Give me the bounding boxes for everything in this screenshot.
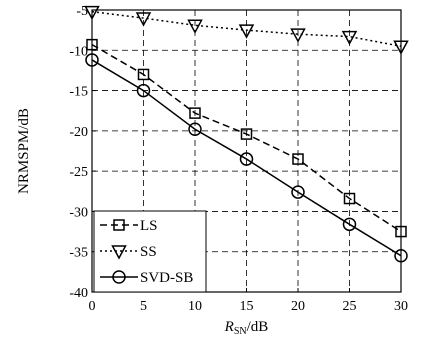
ticks: 0 5 10 15 20 25 30 -40 -35 -30 -25 -20 -15 -10 -5 [69, 4, 408, 314]
y-tick-label: -35 [69, 246, 88, 261]
x-tick-label: 15 [240, 299, 254, 314]
x-tick-label: 5 [140, 299, 147, 314]
data-point-svd-sb [291, 185, 305, 199]
legend-item: SS [100, 244, 157, 260]
data-point-ls [189, 107, 201, 119]
data-point-ls [137, 68, 150, 81]
y-tick-label: -40 [69, 286, 88, 301]
legend-label: SS [140, 244, 157, 260]
x-tick-label: 25 [343, 299, 357, 314]
series-line-svd-sb [91, 59, 402, 257]
data-point-ss [341, 30, 358, 46]
legend-marker [113, 219, 125, 231]
data-point-svd-sb [188, 122, 202, 136]
y-tick-label: -25 [69, 165, 88, 180]
x-tick-label: 20 [291, 299, 305, 314]
x-tick-label: 10 [188, 299, 202, 314]
legend-marker [111, 245, 127, 260]
legend-item: LS [100, 218, 158, 234]
y-tick-label: -30 [69, 205, 88, 220]
data-point-svd-sb [136, 83, 151, 98]
y-tick-label: -15 [69, 85, 88, 100]
data-point-ss [84, 5, 100, 21]
y-axis-label: NRMSPM/dB [16, 108, 32, 194]
y-tick-label: -5 [76, 4, 88, 19]
series-line-ls [91, 43, 402, 233]
series-ls [86, 38, 407, 238]
legend-label: SVD-SB [140, 270, 193, 286]
legend: LS SS SVD-SB [93, 210, 207, 293]
data-point-ls [292, 153, 304, 165]
legend-marker [112, 270, 126, 284]
data-point-ls [343, 192, 356, 205]
y-tick-label: -20 [69, 125, 88, 140]
x-axis-label-unit: /dB [247, 319, 269, 335]
x-axis-label-subscript: SN [234, 326, 247, 337]
legend-item: SVD-SB [100, 270, 193, 286]
data-point-ls [240, 128, 253, 140]
data-point-ss [238, 24, 255, 39]
legend-label: LS [140, 218, 158, 234]
y-tick-label: -10 [69, 44, 88, 59]
series-line-ss [91, 10, 402, 47]
x-tick-label: 0 [89, 299, 96, 314]
data-point-ss [290, 28, 306, 43]
data-point-ss [187, 19, 203, 34]
x-tick-label: 30 [394, 299, 408, 314]
data-point-svd-sb [239, 152, 254, 166]
x-axis-label: RSN/dB [224, 319, 269, 337]
data-point-svd-sb [342, 217, 357, 232]
x-axis-label-main: R [224, 319, 234, 335]
series-svd-sb [85, 53, 408, 263]
data-point-ss [135, 12, 152, 27]
